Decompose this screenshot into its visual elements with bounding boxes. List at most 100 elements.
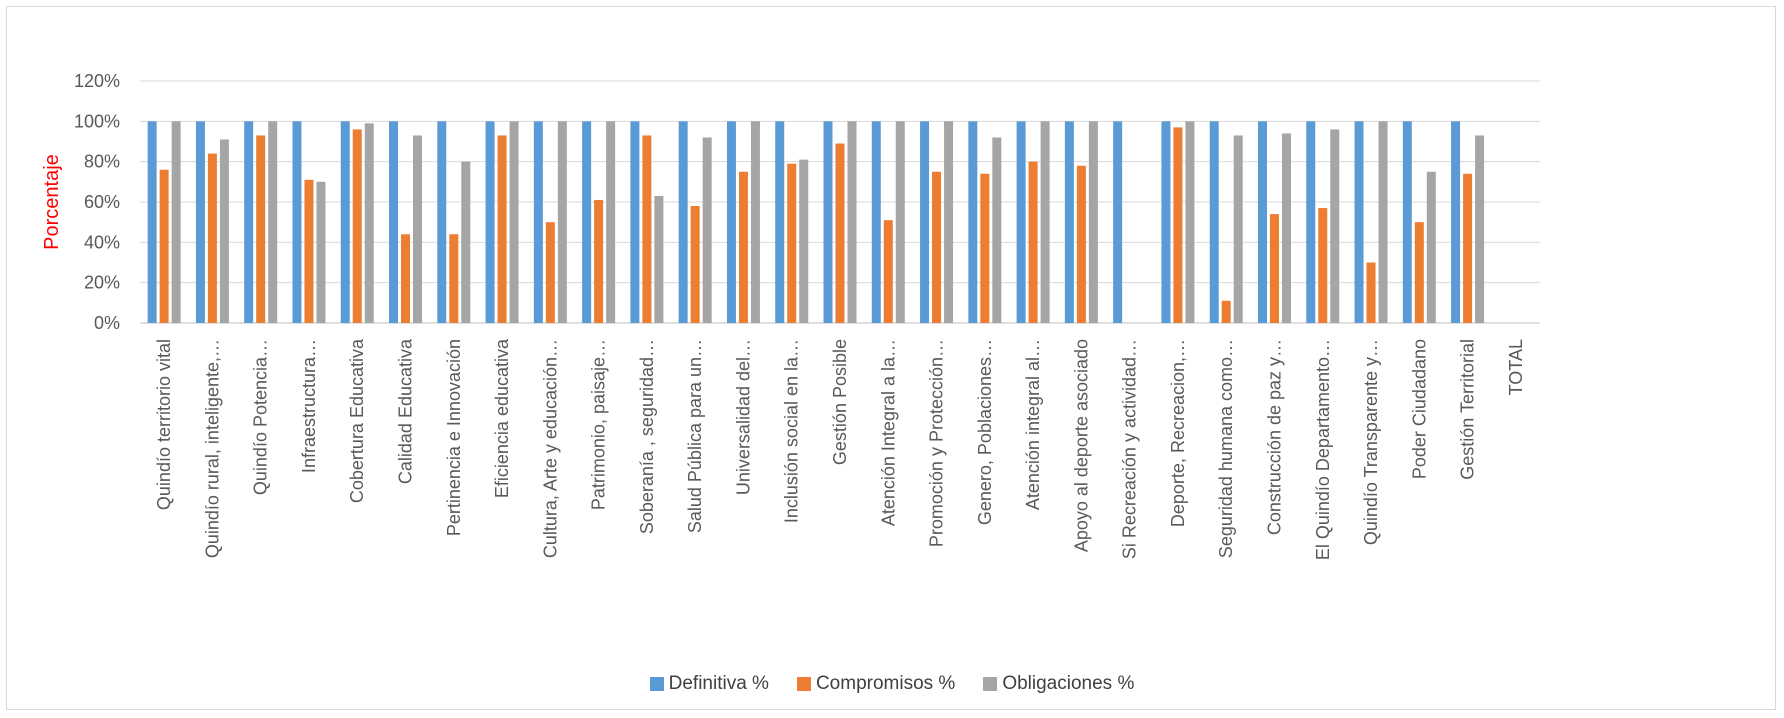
bar-compromisos xyxy=(738,171,748,323)
bar-definitiva xyxy=(968,121,978,323)
bar-obligaciones xyxy=(364,123,374,323)
bar-compromisos xyxy=(1366,262,1376,323)
bar-compromisos xyxy=(883,220,893,323)
x-category-label: Deporte, Recreacion,… xyxy=(1168,339,1188,527)
bar-obligaciones xyxy=(1330,129,1340,323)
bar-compromisos xyxy=(1028,161,1038,323)
bar-definitiva xyxy=(292,121,302,323)
bar-obligaciones xyxy=(268,121,278,323)
bar-obligaciones xyxy=(557,121,567,323)
bar-definitiva xyxy=(678,121,688,323)
bar-compromisos xyxy=(932,171,942,323)
x-category-label: Pertinencia e Innovación xyxy=(444,339,464,536)
bar-compromisos xyxy=(1173,127,1183,323)
y-tick-label: 120% xyxy=(74,71,120,91)
bar-definitiva xyxy=(533,121,543,323)
bar-definitiva xyxy=(1113,121,1123,323)
x-category-label: Apoyo al deporte asociado xyxy=(1071,339,1091,552)
x-category-label: Gestión Posible xyxy=(830,339,850,465)
bar-obligaciones xyxy=(799,159,809,323)
legend-item-compromisos: Compromisos % xyxy=(796,673,955,695)
bar-definitiva xyxy=(1402,121,1412,323)
bar-definitiva xyxy=(1354,121,1364,323)
legend-swatch-definitiva xyxy=(649,677,664,691)
bar-obligaciones xyxy=(606,121,616,323)
bar-obligaciones xyxy=(1040,121,1050,323)
bar-obligaciones xyxy=(1378,121,1388,323)
bar-obligaciones xyxy=(1426,171,1436,323)
x-category-label: Gestión Territorial xyxy=(1458,339,1478,480)
bar-definitiva xyxy=(389,121,399,323)
bar-definitiva xyxy=(340,121,350,323)
legend-label-definitiva: Definitiva % xyxy=(668,673,769,694)
bar-obligaciones xyxy=(171,121,181,323)
bar-obligaciones xyxy=(654,195,664,323)
bar-compromisos xyxy=(449,234,459,323)
bar-compromisos xyxy=(835,143,845,323)
x-category-label: TOTAL xyxy=(1506,339,1526,395)
x-category-label: Calidad Educativa xyxy=(396,338,416,484)
bar-obligaciones xyxy=(219,139,229,323)
bar-obligaciones xyxy=(509,121,519,323)
x-category-label: Genero, Poblaciones… xyxy=(975,339,995,525)
bar-definitiva xyxy=(195,121,205,323)
bar-obligaciones xyxy=(992,137,1002,323)
bar-definitiva xyxy=(920,121,930,323)
bar-compromisos xyxy=(1318,208,1328,323)
bar-definitiva xyxy=(630,121,640,323)
bar-definitiva xyxy=(147,121,157,323)
bar-definitiva xyxy=(1451,121,1461,323)
y-tick-label: 20% xyxy=(84,273,120,293)
bar-obligaciones xyxy=(316,181,326,323)
x-category-label: Patrimonio, paisaje… xyxy=(589,339,609,510)
bar-obligaciones xyxy=(847,121,857,323)
bar-compromisos xyxy=(1076,165,1086,323)
legend-item-definitiva: Definitiva % xyxy=(649,673,769,695)
bar-obligaciones xyxy=(944,121,954,323)
bar-obligaciones xyxy=(702,137,712,323)
bar-compromisos xyxy=(642,135,652,323)
x-category-label: Universalidad del… xyxy=(733,339,753,495)
x-category-label: Atención integral al… xyxy=(1023,339,1043,510)
y-tick-label: 40% xyxy=(84,232,120,252)
x-category-label: Infraestructura… xyxy=(299,339,319,473)
bar-definitiva xyxy=(244,121,254,323)
x-category-label: Cobertura Educativa xyxy=(347,338,367,503)
x-category-label: Quindío Potencia… xyxy=(251,339,271,495)
x-category-label: Poder Ciudadano xyxy=(1409,339,1429,479)
bar-compromisos xyxy=(1463,173,1473,323)
bar-compromisos xyxy=(304,179,314,323)
x-category-label: Promoción y Protección… xyxy=(927,339,947,547)
legend-swatch-obligaciones xyxy=(983,677,998,691)
bar-compromisos xyxy=(497,135,507,323)
bar-definitiva xyxy=(1257,121,1267,323)
bar-definitiva xyxy=(1161,121,1171,323)
bar-definitiva xyxy=(1016,121,1026,323)
bar-definitiva xyxy=(1306,121,1316,323)
x-category-label: Soberanía , seguridad… xyxy=(637,339,657,534)
bar-definitiva xyxy=(1209,121,1219,323)
bar-definitiva xyxy=(775,121,785,323)
x-category-label: Eficiencia educativa xyxy=(492,338,512,498)
legend-swatch-compromisos xyxy=(796,677,811,691)
y-tick-label: 80% xyxy=(84,152,120,172)
x-category-label: Atención Integral a la… xyxy=(878,339,898,526)
bar-compromisos xyxy=(787,163,797,323)
bar-definitiva xyxy=(871,121,881,323)
bar-definitiva xyxy=(726,121,736,323)
bar-definitiva xyxy=(485,121,495,323)
chart-legend: Definitiva % Compromisos % Obligaciones … xyxy=(0,670,1784,698)
bar-compromisos xyxy=(690,206,700,323)
bar-definitiva xyxy=(1064,121,1074,323)
x-category-label: Construcción de paz y… xyxy=(1264,339,1284,535)
x-category-label: Inclusión social en la… xyxy=(782,339,802,523)
bar-obligaciones xyxy=(1281,133,1291,323)
bar-compromisos xyxy=(207,153,217,323)
bar-definitiva xyxy=(437,121,447,323)
legend-item-obligaciones: Obligaciones % xyxy=(983,673,1134,695)
bar-compromisos xyxy=(352,129,362,323)
bar-obligaciones xyxy=(1475,135,1485,323)
y-axis-label: Porcentaje xyxy=(41,154,63,250)
bar-compromisos xyxy=(256,135,266,323)
